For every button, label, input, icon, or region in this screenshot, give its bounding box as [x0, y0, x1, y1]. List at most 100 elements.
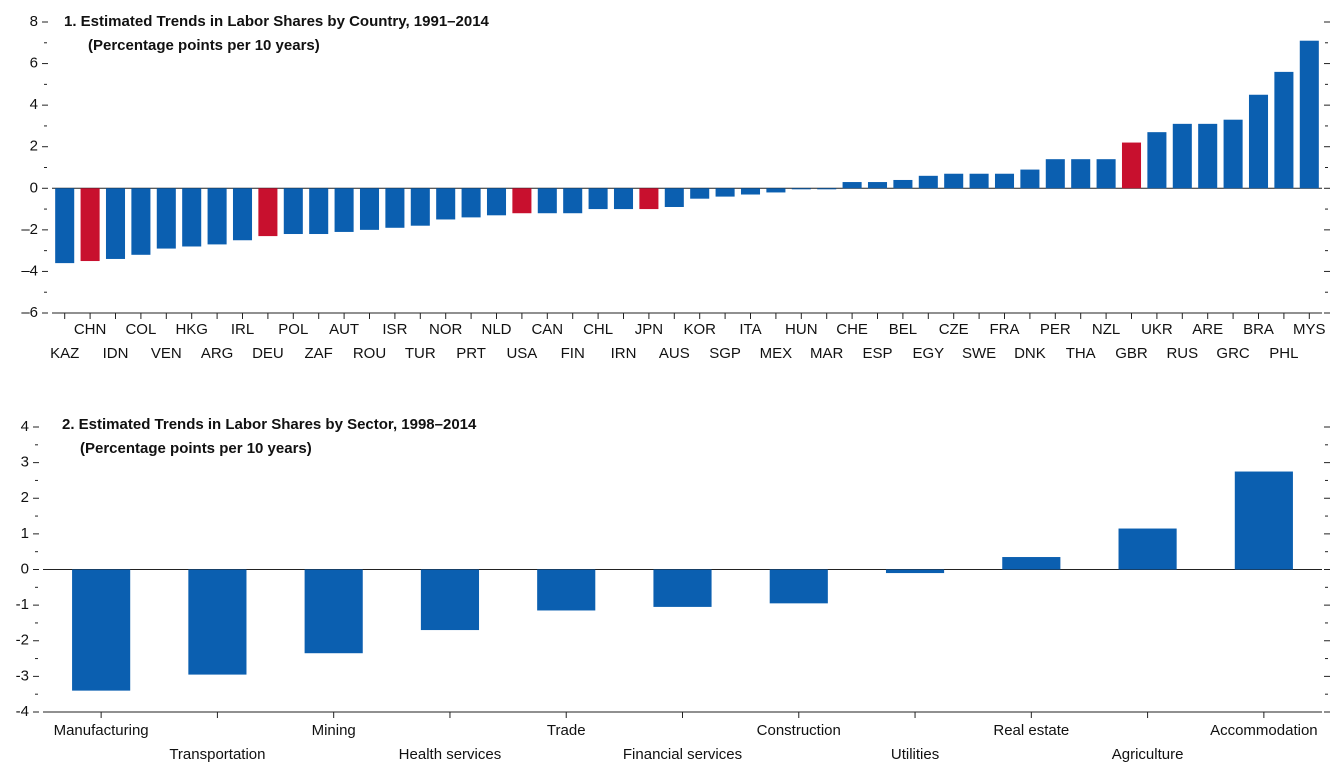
x-tick-label: RUS [1166, 345, 1198, 362]
bar [893, 179, 913, 189]
x-tick-label: IRL [231, 321, 254, 338]
x-tick-label: Manufacturing [54, 722, 149, 739]
x-tick-label: PER [1040, 321, 1071, 338]
x-tick-label: AUT [329, 321, 359, 338]
bar [1248, 94, 1269, 189]
bar [1234, 471, 1293, 570]
bar [1121, 142, 1142, 189]
y-tick-label: 2 [21, 489, 29, 506]
chart-title: 2. Estimated Trends in Labor Shares by S… [62, 416, 477, 433]
bar [1172, 123, 1192, 189]
bar [182, 188, 202, 247]
x-tick-label: Real estate [993, 722, 1069, 739]
x-tick-label: COL [125, 321, 156, 338]
x-tick-label: GRC [1216, 345, 1250, 362]
bar [769, 569, 828, 604]
bar [1118, 528, 1177, 570]
x-tick-label: MEX [760, 345, 793, 362]
y-tick-label: –2 [21, 221, 38, 238]
x-tick-label: FIN [561, 345, 585, 362]
x-tick-label: Health services [399, 746, 502, 763]
bar [1071, 159, 1091, 189]
x-tick-label: Mining [312, 722, 356, 739]
x-tick-label: PHL [1269, 345, 1298, 362]
x-tick-label: JPN [635, 321, 663, 338]
bar [156, 188, 176, 249]
x-tick-label: CHE [836, 321, 868, 338]
bar [461, 188, 481, 218]
bar [55, 188, 75, 264]
bar [944, 173, 964, 189]
x-tick-label: NLD [481, 321, 511, 338]
x-tick-label: KOR [683, 321, 716, 338]
x-tick-label: ISR [382, 321, 407, 338]
x-tick-label: DEU [252, 345, 284, 362]
x-tick-label: HUN [785, 321, 818, 338]
bar [969, 173, 989, 189]
bar [766, 188, 786, 193]
x-tick-label: BEL [889, 321, 917, 338]
y-tick-label: 4 [30, 96, 38, 113]
bar [613, 188, 634, 210]
bar [537, 188, 557, 214]
bar [232, 188, 253, 241]
x-tick-label: ROU [353, 345, 386, 362]
x-tick-label: SGP [709, 345, 741, 362]
chart-subtitle: (Percentage points per 10 years) [80, 440, 312, 457]
x-tick-label: Utilities [891, 746, 939, 763]
x-tick-label: BRA [1243, 321, 1274, 338]
y-tick-label: 4 [21, 418, 29, 435]
bar [885, 569, 945, 574]
x-tick-label: UKR [1141, 321, 1173, 338]
bar [537, 569, 596, 611]
x-tick-label: IDN [103, 345, 129, 362]
bar [258, 188, 278, 237]
bar [588, 188, 608, 210]
bar [817, 188, 837, 190]
bar [420, 569, 480, 631]
bar [1096, 159, 1116, 189]
bar [715, 188, 735, 197]
bar [334, 188, 354, 232]
bar [791, 188, 811, 190]
bar [639, 188, 659, 210]
x-tick-label: EGY [912, 345, 944, 362]
bar [1020, 169, 1040, 189]
x-tick-label: SWE [962, 345, 996, 362]
bar [1274, 71, 1294, 189]
x-tick-label: CHL [583, 321, 613, 338]
bar [1223, 119, 1243, 189]
x-tick-label: ESP [862, 345, 892, 362]
x-tick-label: NZL [1092, 321, 1120, 338]
bar [740, 188, 761, 195]
bar [188, 569, 247, 675]
x-tick-label: CAN [531, 321, 563, 338]
y-tick-label: –4 [21, 262, 38, 279]
x-tick-label: THA [1066, 345, 1096, 362]
y-tick-label: -1 [16, 596, 29, 613]
x-tick-label: Trade [547, 722, 586, 739]
y-tick-label: -3 [16, 667, 29, 684]
bar [664, 188, 684, 207]
x-tick-label: USA [506, 345, 537, 362]
bar [563, 188, 583, 214]
bar [842, 182, 862, 189]
bar [1002, 557, 1061, 570]
bar [207, 188, 227, 245]
bar [653, 569, 712, 607]
x-tick-label: MAR [810, 345, 844, 362]
y-tick-label: 1 [21, 525, 29, 542]
y-tick-label: 0 [30, 179, 38, 196]
bar [918, 175, 938, 189]
bar [1147, 132, 1167, 189]
bar [359, 188, 380, 230]
x-tick-label: PRT [456, 345, 486, 362]
x-tick-label: Accommodation [1210, 722, 1318, 739]
bar [80, 188, 100, 262]
x-tick-label: ARG [201, 345, 234, 362]
bar [867, 182, 888, 189]
bar [486, 188, 507, 216]
y-tick-label: 6 [30, 55, 38, 72]
x-tick-label: VEN [151, 345, 182, 362]
